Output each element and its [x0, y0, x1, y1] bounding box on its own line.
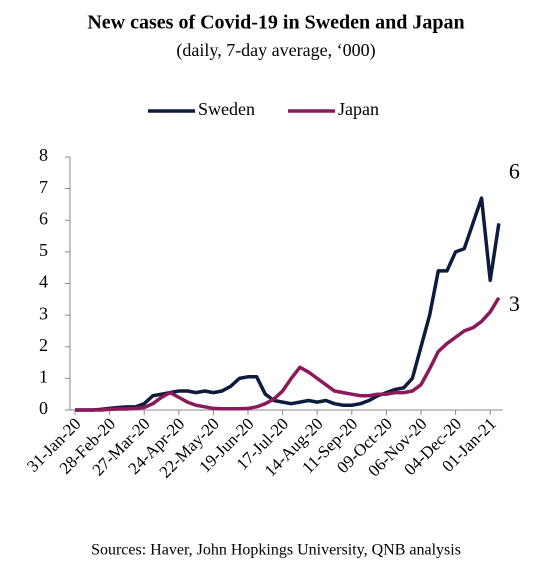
y-tick-label: 6: [39, 208, 48, 228]
y-tick-label: 2: [39, 335, 48, 355]
y-tick-label: 7: [39, 177, 48, 197]
legend-label: Sweden: [198, 99, 255, 119]
y-tick-label: 1: [39, 367, 48, 387]
chart-title: New cases of Covid-19 in Sweden and Japa…: [87, 12, 464, 34]
line-sweden: [75, 196, 501, 412]
y-tick-label: 4: [39, 272, 48, 292]
end-label: 3: [509, 291, 520, 316]
end-label: 6: [509, 158, 520, 183]
legend-label: Japan: [338, 99, 379, 119]
source: Sources: Haver, John Hopkings University…: [91, 542, 461, 559]
chart-subtitle: (daily, 7-day average, ‘000): [176, 40, 375, 61]
y-tick-label: 0: [39, 398, 48, 418]
line-japan: [75, 296, 501, 412]
y-tick-label: 5: [39, 240, 48, 260]
y-tick-label: 3: [39, 303, 48, 323]
y-tick-label: 8: [39, 145, 48, 165]
